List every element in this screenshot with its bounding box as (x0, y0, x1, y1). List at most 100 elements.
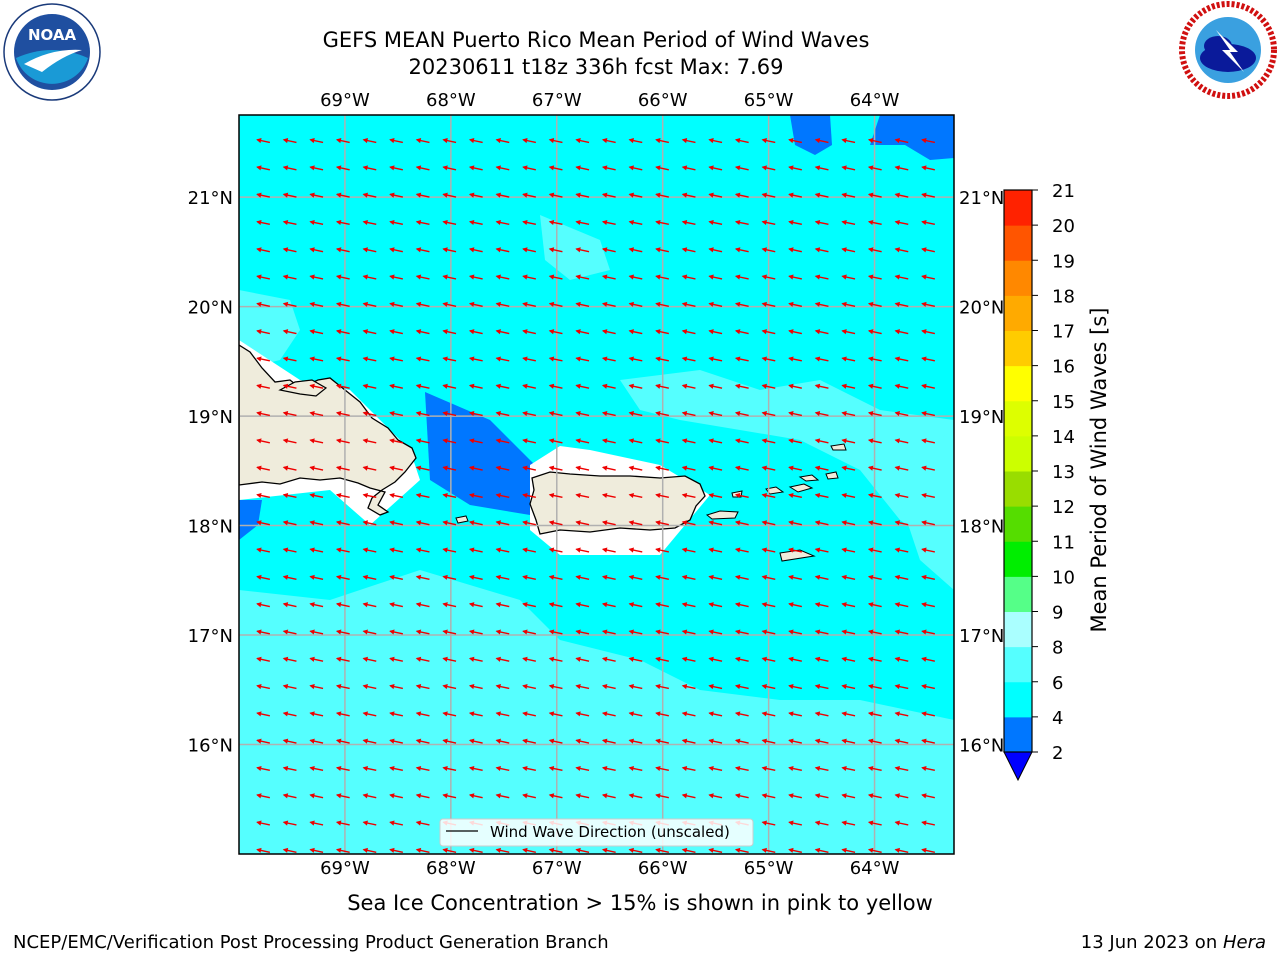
direction-arrow (628, 329, 643, 335)
longitude-label: 67°W (532, 858, 582, 879)
direction-arrow (814, 383, 829, 389)
direction-arrow (495, 438, 510, 444)
direction-arrow (282, 656, 297, 662)
direction-arrow (894, 492, 909, 499)
direction-arrow (575, 765, 590, 772)
direction-arrow (628, 847, 643, 853)
direction-arrow (628, 274, 643, 280)
direction-arrow (256, 520, 270, 526)
direction-arrow (841, 847, 856, 853)
direction-arrow (601, 602, 616, 608)
direction-arrow (761, 820, 776, 826)
latitude-label: 17°N (188, 626, 233, 647)
direction-arrow (548, 711, 563, 717)
direction-arrow (841, 793, 856, 799)
direction-arrow (761, 684, 776, 690)
direction-arrow (415, 492, 430, 499)
branch-credit: NCEP/EMC/Verification Post Processing Pr… (13, 932, 609, 953)
direction-arrow (362, 438, 377, 444)
noaa-logo: NOAA (3, 3, 101, 101)
direction-arrow (841, 656, 856, 662)
direction-arrow (841, 684, 856, 690)
direction-arrow (256, 820, 270, 826)
direction-arrow (362, 465, 377, 471)
direction-arrow (415, 438, 430, 444)
direction-arrow (681, 684, 696, 690)
direction-arrow (468, 574, 483, 580)
direction-arrow (256, 656, 270, 662)
direction-arrow (389, 684, 403, 690)
direction-arrow (814, 656, 829, 662)
direction-arrow (256, 684, 270, 690)
direction-arrow (814, 192, 829, 198)
direction-arrow (921, 192, 935, 198)
longitude-label: 65°W (744, 90, 794, 111)
direction-arrow (389, 602, 403, 608)
direction-arrow (708, 329, 723, 335)
direction-arrow (814, 738, 829, 744)
direction-arrow (522, 383, 536, 389)
direction-arrow (708, 438, 723, 444)
direction-arrow (442, 247, 457, 253)
direction-arrow (921, 383, 935, 389)
generation-date: 13 Jun 2023 on Hera (1081, 932, 1266, 953)
direction-arrow (282, 492, 297, 499)
direction-arrow (335, 820, 350, 826)
graticule (239, 115, 954, 854)
direction-arrow (921, 219, 935, 226)
direction-arrow (495, 411, 510, 417)
direction-arrow (522, 602, 536, 608)
direction-arrow (734, 192, 749, 198)
direction-arrow (495, 684, 510, 690)
direction-arrow (841, 547, 856, 553)
direction-arrow (362, 793, 377, 799)
direction-arrow (867, 793, 882, 799)
direction-arrow (495, 356, 510, 362)
direction-arrow (814, 492, 829, 499)
direction-arrow (389, 192, 403, 198)
direction-arrow (628, 492, 643, 499)
direction-arrow (522, 547, 536, 553)
direction-arrow (921, 602, 935, 608)
direction-arrow (681, 492, 696, 499)
direction-arrow (575, 629, 590, 635)
longitude-label: 65°W (744, 858, 794, 879)
direction-arrow (309, 602, 324, 608)
direction-arrow (894, 711, 909, 717)
direction-arrow (468, 547, 483, 553)
direction-arrow (761, 383, 776, 389)
direction-arrow (628, 192, 643, 198)
direction-arrow (389, 492, 403, 499)
direction-arrow (788, 602, 802, 608)
direction-arrow (734, 847, 749, 853)
nws-logo (1179, 1, 1277, 99)
direction-arrow (867, 465, 882, 471)
direction-arrow (335, 492, 350, 499)
direction-arrow (894, 847, 909, 853)
direction-arrow (894, 301, 909, 307)
direction-arrow (495, 629, 510, 635)
direction-arrow (655, 138, 669, 144)
direction-arrow (415, 765, 430, 772)
direction-arrow (814, 138, 829, 144)
direction-arrow (788, 165, 802, 171)
colorbar-tick-label: 4 (1052, 708, 1063, 729)
direction-arrow (548, 438, 563, 444)
direction-arrow (468, 411, 483, 417)
direction-arrow (548, 547, 563, 553)
colorbar-segment (1004, 576, 1032, 612)
direction-arrow (628, 793, 643, 799)
direction-arrow (814, 301, 829, 307)
direction-arrow (548, 219, 563, 226)
direction-arrow (442, 356, 457, 362)
direction-arrow (921, 165, 935, 171)
direction-arrow (415, 165, 430, 171)
direction-arrow (335, 465, 350, 471)
direction-arrow (761, 847, 776, 853)
direction-arrow (814, 820, 829, 826)
colorbar-tick-label: 16 (1052, 357, 1075, 378)
direction-arrow (415, 138, 430, 144)
latitude-label: 17°N (959, 626, 1004, 647)
direction-arrow (655, 602, 669, 608)
direction-arrow (256, 738, 270, 744)
